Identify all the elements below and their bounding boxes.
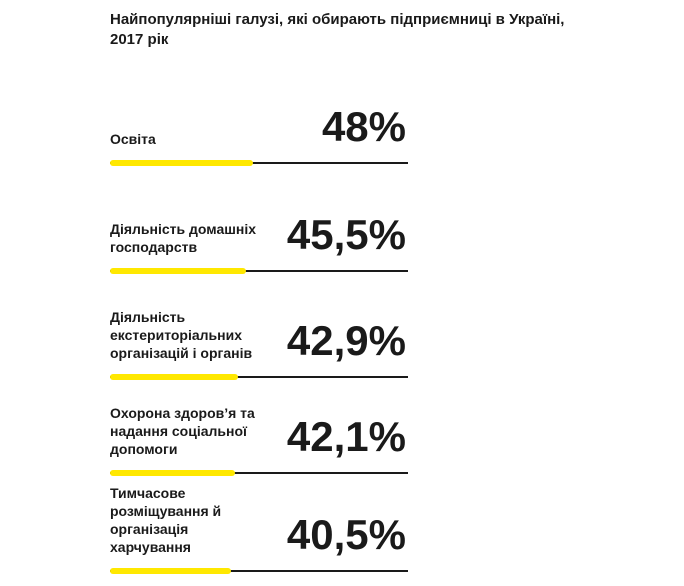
bar-fill — [110, 160, 253, 166]
bar-label: Охорона здоров’я та надання соціальної д… — [110, 405, 255, 457]
bar-value-label: 40,5% — [286, 511, 406, 558]
bar-label: Тимчасове розміщування й організація хар… — [110, 485, 222, 555]
bar-track — [110, 472, 408, 474]
bar-value-label: 42,9% — [286, 317, 406, 364]
bar-row: Діяльність домашніх господарств 45,5% — [110, 172, 408, 274]
bar-value-label: 45,5% — [286, 211, 406, 258]
bar-label: Діяльність екстериторіальних організацій… — [110, 309, 253, 361]
bar-label: Діяльність домашніх господарств — [110, 221, 257, 255]
bar-fill — [110, 470, 235, 476]
bar-track — [110, 570, 408, 572]
bar-label: Освіта — [110, 131, 156, 147]
bar-row: Діяльність екстериторіальних організацій… — [110, 278, 408, 380]
bar-fill — [110, 568, 231, 574]
bar-row: Тимчасове розміщування й організація хар… — [110, 472, 408, 574]
bar-row: Освіта 48% — [110, 64, 408, 166]
bar-fill — [110, 374, 238, 380]
bar-value-label: 42,1% — [286, 413, 406, 460]
bar-track — [110, 162, 408, 164]
bar-fill — [110, 268, 246, 274]
bar-value-label: 48% — [321, 103, 406, 150]
bar-row: Охорона здоров’я та надання соціальної д… — [110, 374, 408, 476]
bar-track — [110, 376, 408, 378]
chart-title: Найпопулярніші галузі, які обирають підп… — [110, 11, 565, 48]
bar-track — [110, 270, 408, 272]
